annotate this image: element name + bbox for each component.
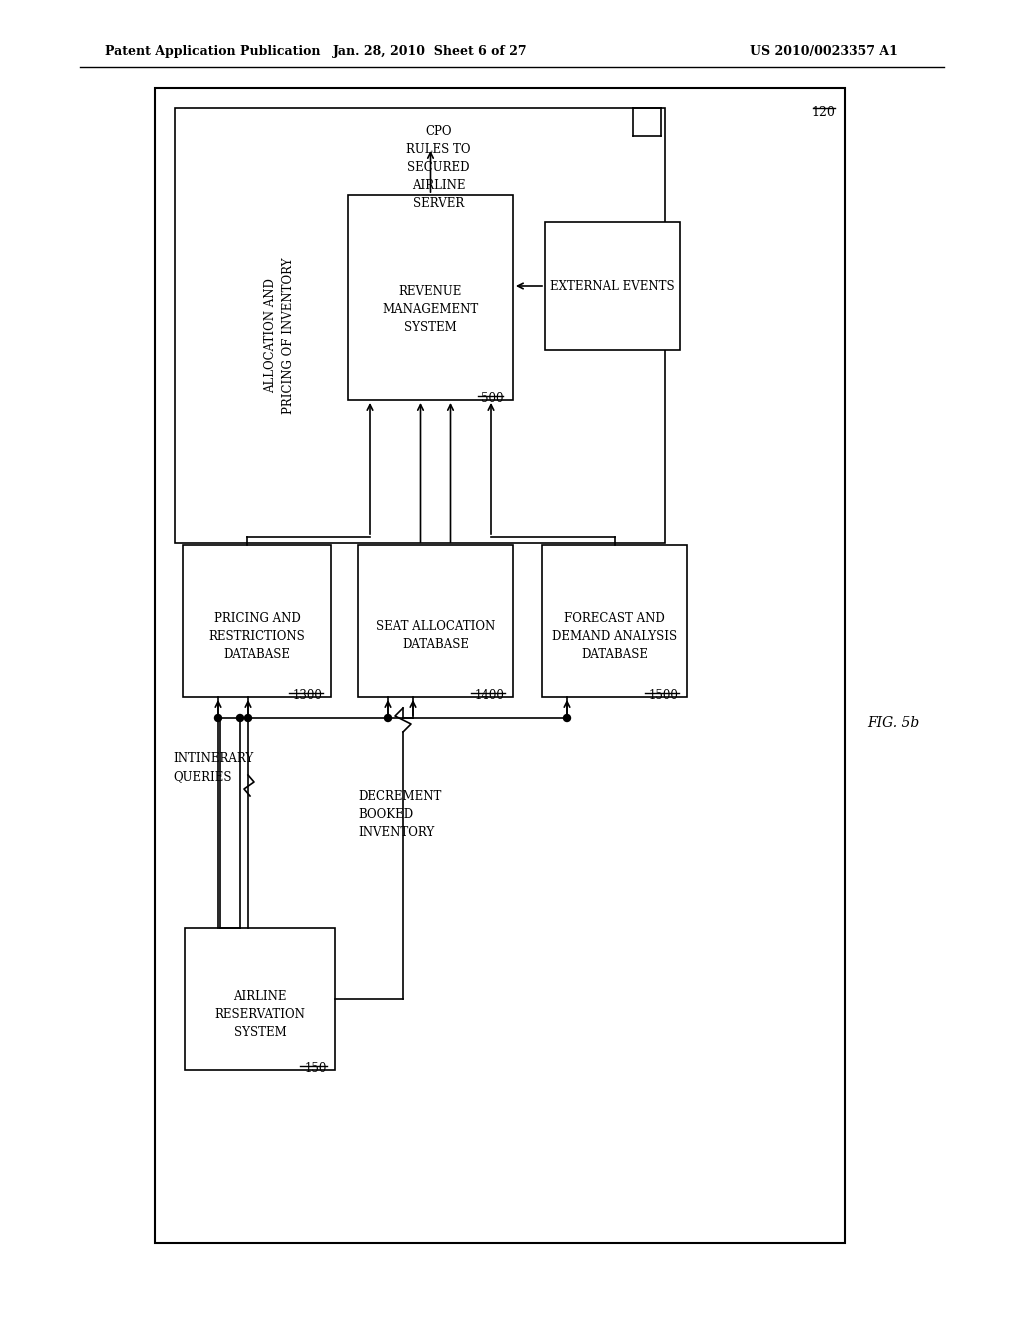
Circle shape (384, 714, 391, 722)
Text: 1500: 1500 (649, 689, 679, 702)
Text: INTINERARY
QUERIES: INTINERARY QUERIES (173, 752, 253, 784)
Bar (348, 195, 513, 400)
Bar (185, 928, 335, 1071)
Text: 1300: 1300 (293, 689, 323, 702)
Text: ALLOCATION AND
PRICING OF INVENTORY: ALLOCATION AND PRICING OF INVENTORY (264, 257, 296, 413)
Text: AIRLINE
RESERVATION
SYSTEM: AIRLINE RESERVATION SYSTEM (215, 990, 305, 1039)
Text: DECREMENT
BOOKED
INVENTORY: DECREMENT BOOKED INVENTORY (358, 789, 441, 840)
Text: 500: 500 (480, 392, 503, 405)
Bar (542, 545, 687, 697)
Text: 1400: 1400 (475, 689, 505, 702)
Text: CPO
RULES TO
SECURED
AIRLINE
SERVER: CPO RULES TO SECURED AIRLINE SERVER (407, 125, 471, 210)
Bar (155, 88, 845, 1243)
Bar (175, 108, 665, 543)
Text: Jan. 28, 2010  Sheet 6 of 27: Jan. 28, 2010 Sheet 6 of 27 (333, 45, 527, 58)
Text: EXTERNAL EVENTS: EXTERNAL EVENTS (550, 280, 675, 293)
Text: FIG. 5b: FIG. 5b (867, 717, 920, 730)
Text: Patent Application Publication: Patent Application Publication (105, 45, 321, 58)
Circle shape (245, 714, 252, 722)
Text: 120: 120 (811, 106, 835, 119)
Circle shape (237, 714, 244, 722)
Circle shape (563, 714, 570, 722)
Bar (358, 545, 513, 697)
Text: PRICING AND
RESTRICTIONS
DATABASE: PRICING AND RESTRICTIONS DATABASE (209, 611, 305, 660)
Bar (545, 222, 680, 350)
Bar (183, 545, 331, 697)
Text: SEAT ALLOCATION
DATABASE: SEAT ALLOCATION DATABASE (376, 620, 496, 652)
Text: REVENUE
MANAGEMENT
SYSTEM: REVENUE MANAGEMENT SYSTEM (382, 285, 478, 334)
Text: US 2010/0023357 A1: US 2010/0023357 A1 (750, 45, 898, 58)
Text: FORECAST AND
DEMAND ANALYSIS
DATABASE: FORECAST AND DEMAND ANALYSIS DATABASE (552, 611, 677, 660)
Circle shape (214, 714, 221, 722)
Text: 150: 150 (304, 1063, 327, 1074)
